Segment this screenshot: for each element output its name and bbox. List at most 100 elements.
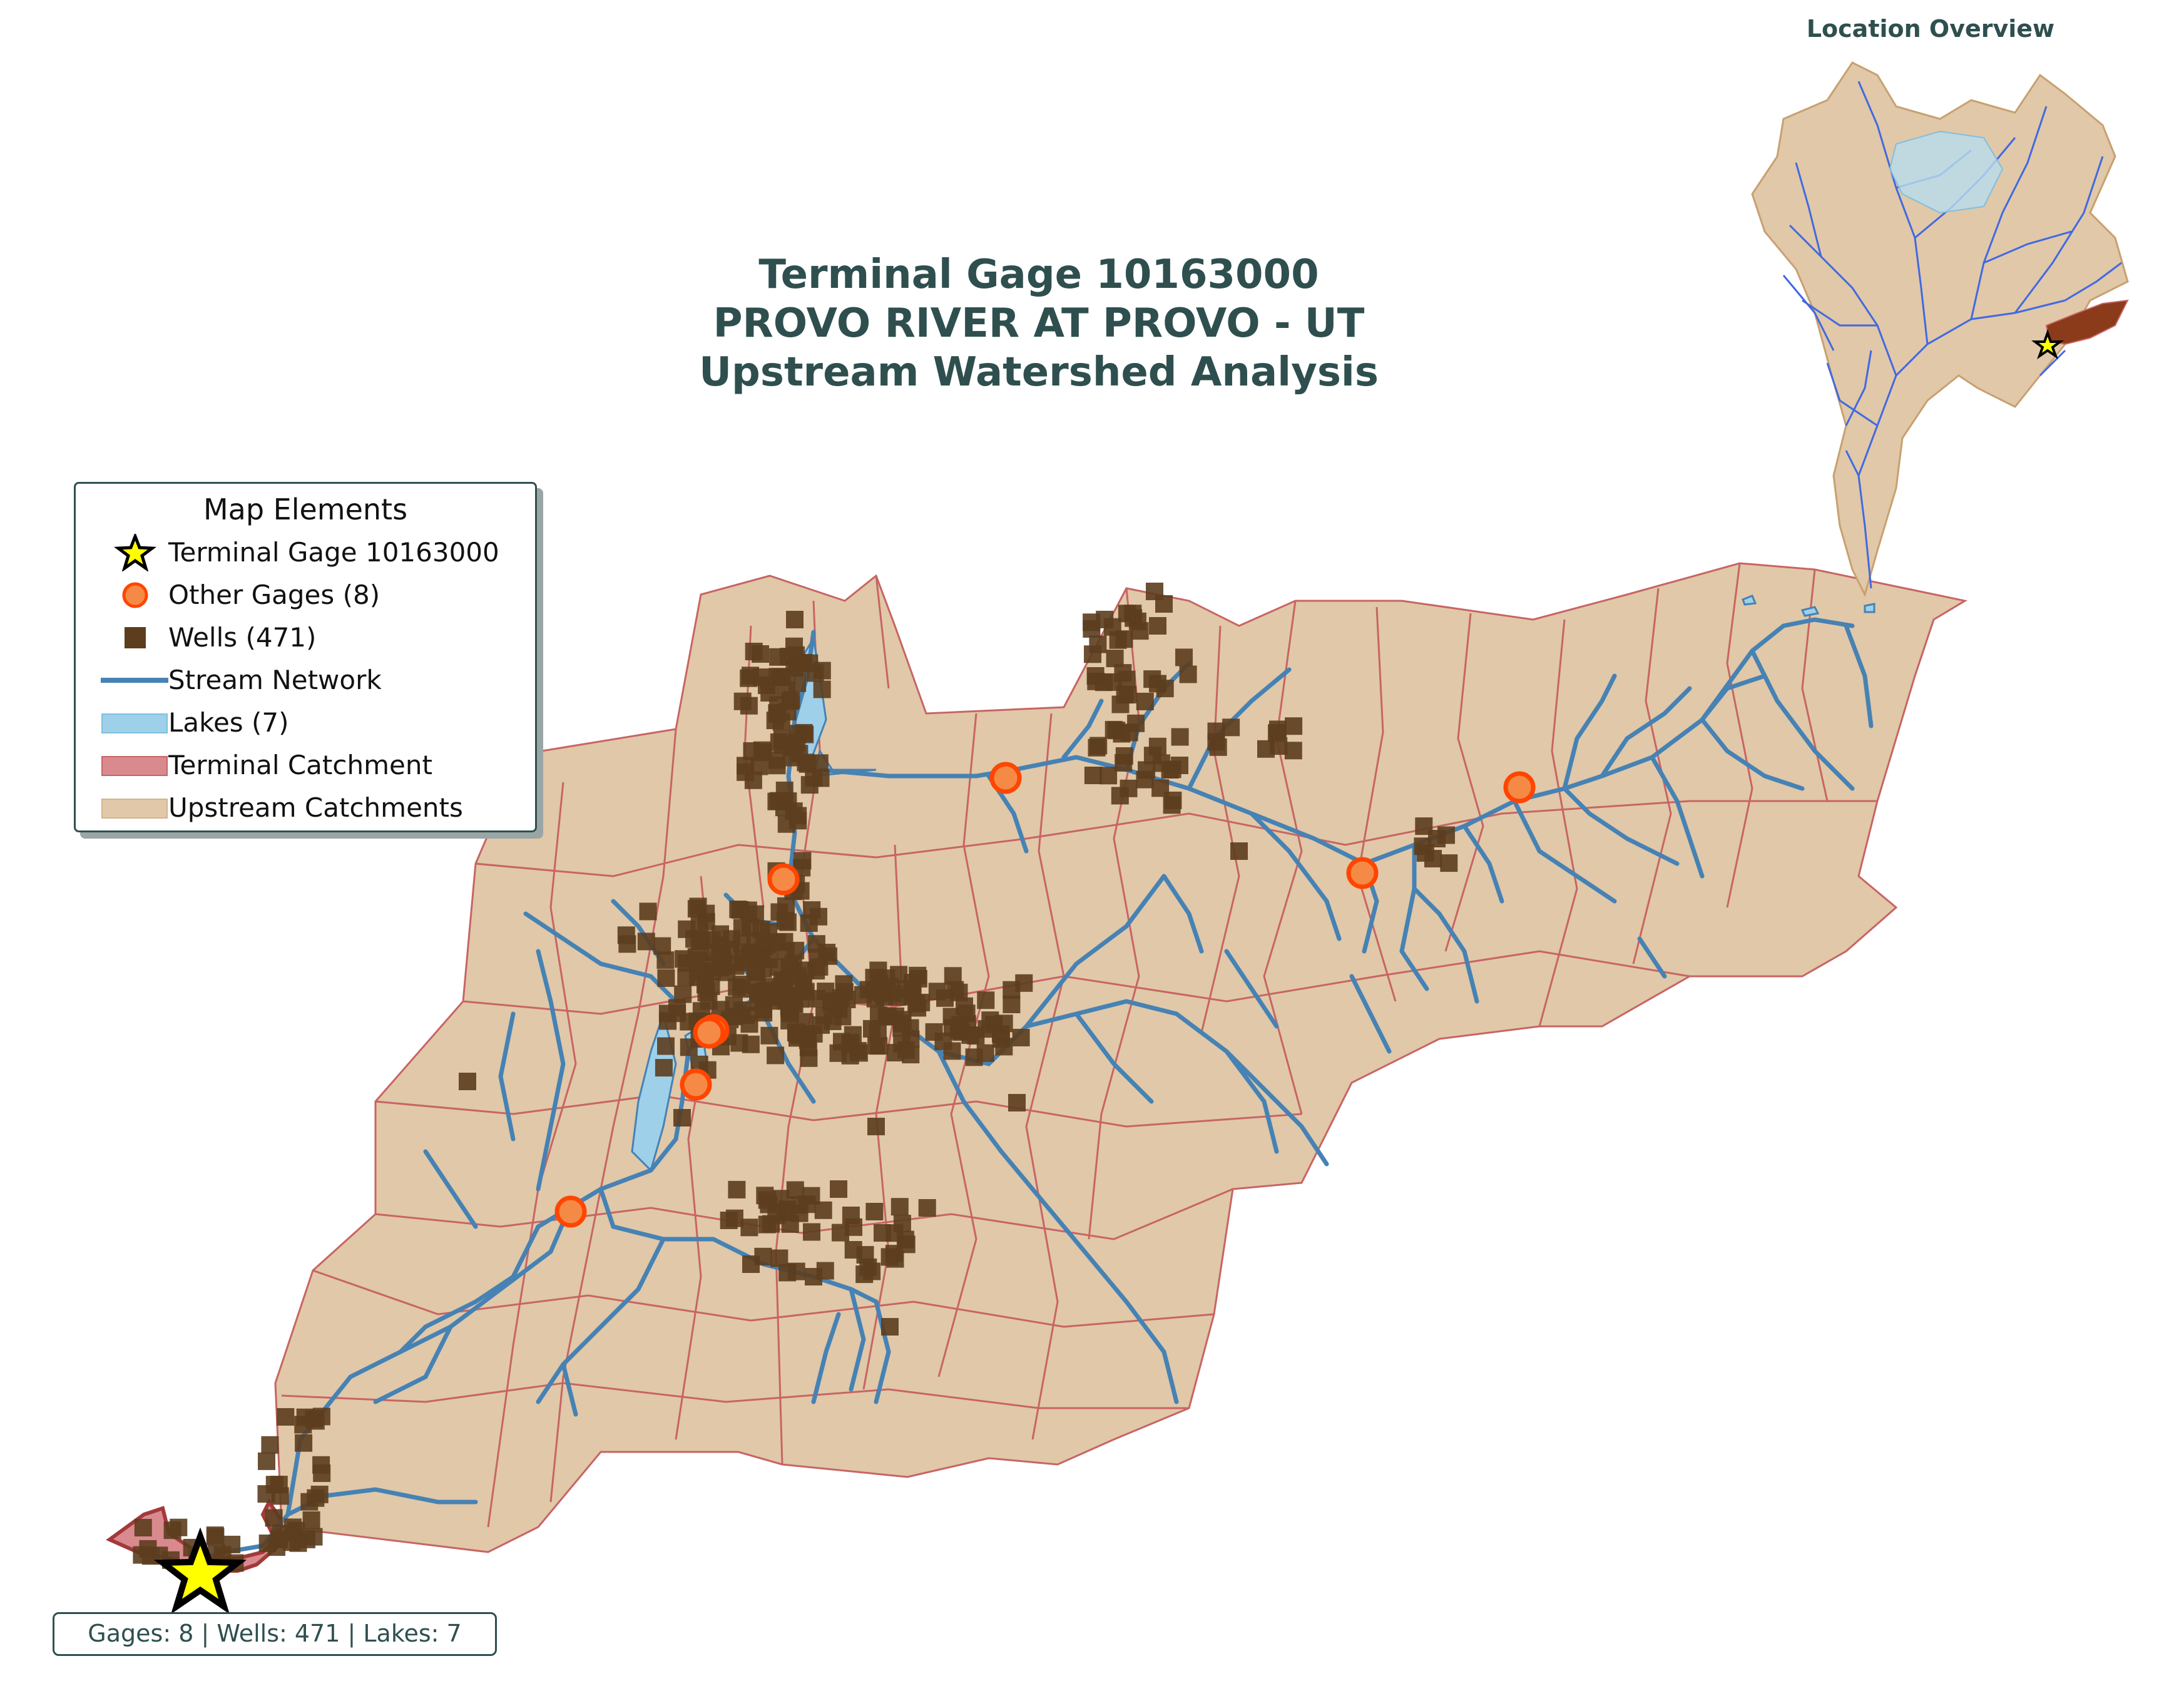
square-icon (101, 619, 170, 657)
well-marker (760, 951, 778, 968)
well-marker (287, 1522, 305, 1540)
circle-icon (101, 576, 170, 614)
legend-label: Other Gages (8) (168, 578, 380, 613)
well-marker (779, 914, 797, 931)
well-marker (1105, 721, 1123, 738)
well-marker (618, 935, 636, 953)
well-marker (742, 1036, 760, 1053)
well-marker (760, 923, 777, 941)
map-legend: Map Elements Terminal Gage 10163000 Othe… (74, 482, 537, 832)
legend-title: Map Elements (76, 493, 535, 526)
well-marker (869, 1023, 887, 1041)
location-overview-inset (1690, 50, 2165, 601)
well-marker (657, 1038, 675, 1055)
well-marker (674, 986, 691, 1003)
well-marker (802, 1187, 820, 1205)
well-marker (842, 1207, 860, 1224)
well-marker (1089, 636, 1106, 653)
gage-marker (695, 1019, 723, 1046)
legend-item-lakes: Lakes (7) (76, 702, 535, 744)
well-marker (1120, 780, 1138, 797)
legend-item-terminal-catchment: Terminal Catchment (76, 744, 535, 787)
well-marker (653, 938, 671, 955)
well-marker (1003, 996, 1020, 1013)
well-marker (258, 1453, 275, 1470)
well-marker (785, 638, 803, 655)
well-marker (919, 1199, 936, 1217)
well-marker (776, 782, 793, 799)
well-marker (1180, 666, 1197, 683)
well-marker (1138, 761, 1155, 779)
well-marker (1285, 717, 1302, 735)
well-marker (1208, 723, 1225, 740)
well-marker (753, 742, 771, 759)
legend-item-other-gages: Other Gages (8) (76, 574, 535, 616)
well-marker (303, 1511, 320, 1529)
legend-label: Lakes (7) (168, 705, 289, 740)
well-marker (720, 1212, 738, 1229)
well-marker (734, 693, 752, 710)
gage-marker (1349, 859, 1376, 887)
well-marker (311, 1486, 329, 1503)
well-marker (1155, 595, 1173, 613)
well-marker (305, 1410, 323, 1428)
well-marker (787, 1182, 804, 1199)
well-marker (259, 1535, 277, 1552)
well-marker (1440, 854, 1457, 872)
well-marker (1153, 754, 1170, 772)
well-marker (992, 1030, 1010, 1048)
well-marker (1428, 830, 1446, 847)
well-marker (893, 1015, 911, 1033)
well-marker (782, 1215, 799, 1233)
well-marker (657, 969, 675, 987)
well-marker (781, 959, 799, 977)
well-marker (1087, 667, 1105, 685)
well-marker (659, 1013, 676, 1030)
well-marker (1270, 737, 1287, 755)
well-marker (800, 655, 818, 672)
well-marker (785, 802, 803, 820)
well-marker (881, 1248, 899, 1265)
well-marker (767, 1046, 784, 1064)
well-marker (655, 1059, 673, 1076)
well-marker (977, 991, 994, 1009)
legend-item-wells: Wells (471) (76, 616, 535, 659)
well-marker (685, 930, 703, 948)
well-marker (135, 1519, 152, 1536)
gage-marker (557, 1198, 584, 1225)
well-marker (756, 982, 773, 999)
legend-label: Wells (471) (168, 620, 316, 655)
well-marker (1084, 767, 1102, 784)
well-marker (830, 1001, 847, 1018)
well-marker (1269, 720, 1287, 738)
well-marker (1116, 747, 1133, 765)
well-marker (836, 983, 854, 1001)
well-marker (780, 1012, 798, 1029)
legend-label: Upstream Catchments (168, 790, 463, 825)
well-marker (803, 1224, 820, 1241)
star-icon (101, 534, 170, 571)
well-marker (869, 962, 887, 979)
well-marker (770, 1250, 788, 1267)
stats-box: Gages: 8 | Wells: 471 | Lakes: 7 (53, 1612, 497, 1656)
well-marker (265, 1509, 283, 1526)
well-marker (902, 1031, 919, 1048)
legend-item-upstream-catchments: Upstream Catchments (76, 787, 535, 829)
well-marker (728, 1181, 745, 1198)
well-marker (750, 758, 768, 775)
well-marker (698, 984, 715, 1001)
well-marker (1175, 648, 1193, 666)
well-marker (272, 1487, 289, 1505)
well-marker (800, 1050, 817, 1067)
upstream-patch-icon (101, 789, 170, 827)
well-marker (1106, 650, 1124, 667)
well-marker (207, 1526, 224, 1544)
well-marker (966, 1048, 983, 1066)
lake-patch-icon (101, 704, 170, 742)
well-marker (1088, 739, 1106, 757)
title-line-analysis: Upstream Watershed Analysis (501, 348, 1577, 397)
well-marker (758, 677, 775, 694)
gage-marker (682, 1071, 710, 1098)
well-marker (946, 981, 964, 999)
well-marker (1424, 850, 1442, 867)
